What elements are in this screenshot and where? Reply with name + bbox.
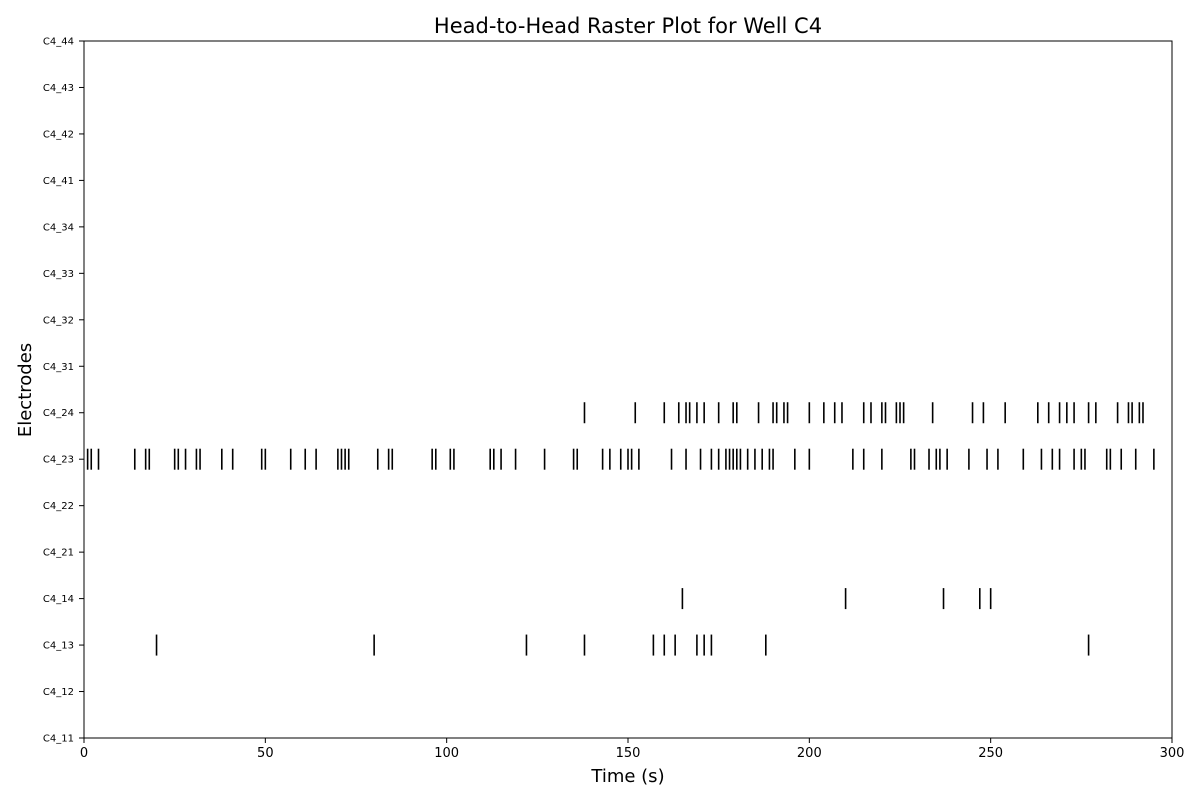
x-tick-label: 0 — [80, 746, 88, 761]
y-tick-label: C4_11 — [43, 734, 74, 745]
x-tick-label: 100 — [434, 746, 459, 761]
y-tick-label: C4_33 — [43, 269, 74, 280]
y-tick-label: C4_41 — [43, 176, 74, 187]
spike-train-c4-23 — [86, 448, 1155, 470]
plot-frame — [83, 40, 1173, 739]
x-tick-label: 300 — [1160, 746, 1185, 761]
y-tick-label: C4_42 — [43, 129, 74, 140]
x-axis-label: Time (s) — [590, 766, 664, 787]
y-tick-label: C4_12 — [43, 687, 74, 698]
y-tick-label: C4_13 — [43, 641, 74, 652]
y-tick-label: C4_22 — [43, 501, 74, 512]
y-tick-label: C4_34 — [43, 222, 74, 233]
spike-train-c4-13 — [155, 634, 1090, 656]
x-tick-label: 150 — [616, 746, 641, 761]
y-tick-label: C4_24 — [43, 408, 74, 419]
x-tick-label: 200 — [797, 746, 822, 761]
y-tick-label: C4_14 — [43, 594, 74, 605]
chart-title: Head-to-Head Raster Plot for Well C4 — [434, 14, 822, 38]
y-tick-label: C4_44 — [43, 37, 74, 48]
y-tick-label: C4_31 — [43, 362, 74, 373]
y-tick-label: C4_43 — [43, 83, 74, 94]
y-tick-label: C4_21 — [43, 548, 74, 559]
y-tick-label: C4_32 — [43, 315, 74, 326]
spike-train-c4-14 — [681, 588, 992, 610]
x-tick-label: 50 — [257, 746, 274, 761]
y-axis-label: Electrodes — [15, 343, 36, 437]
x-axis: 0 50 100 150 200 250 300 — [80, 738, 1185, 761]
spike-train-c4-24 — [583, 402, 1144, 424]
y-axis: C4_11 C4_12 C4_13 C4_14 C4_21 C4_22 C4_23 C4_24… — [43, 37, 84, 745]
y-tick-label: C4_23 — [43, 455, 74, 466]
x-tick-label: 250 — [978, 746, 1003, 761]
spikes-layer — [86, 402, 1155, 656]
